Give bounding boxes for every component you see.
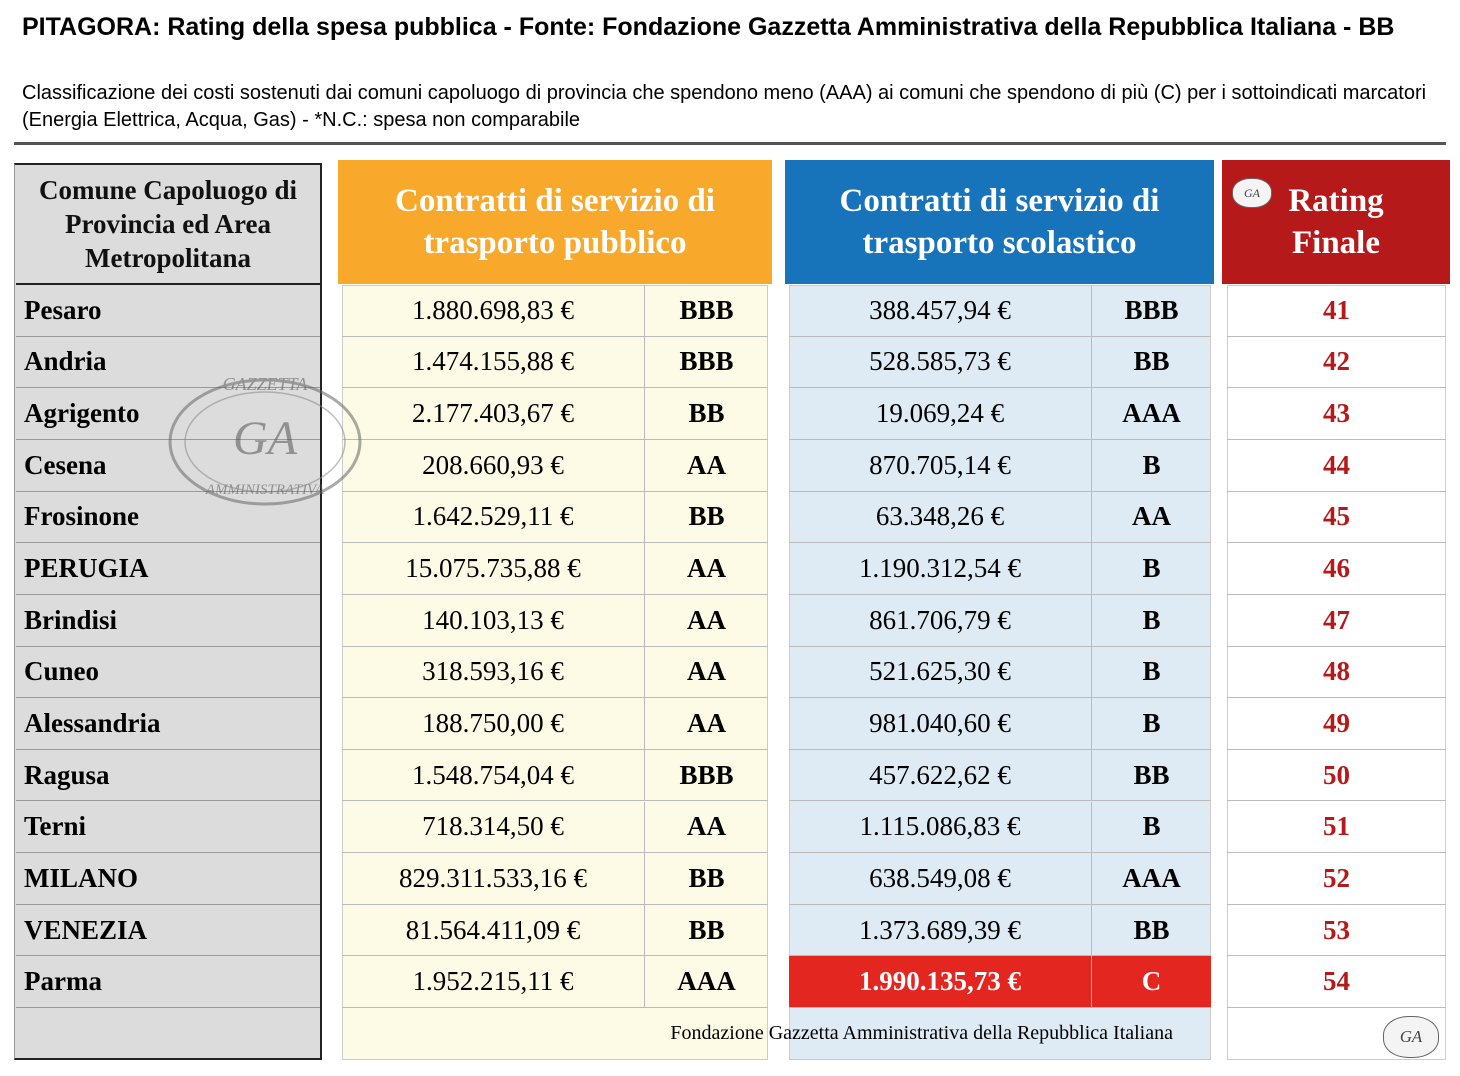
school-rating: BB <box>1092 905 1211 957</box>
school-rating: C <box>1092 956 1211 1009</box>
city: Parma <box>16 956 320 1009</box>
school-rating: BB <box>1092 337 1211 389</box>
public-amount: 81.564.411,09 € <box>342 904 645 957</box>
final-rating: 51 <box>1227 802 1446 854</box>
public-rating: BBB <box>645 285 768 337</box>
public-amount: 1.880.698,83 € <box>342 285 645 337</box>
school-amount: 981.040,60 € <box>789 698 1092 750</box>
public-amount: 318.593,16 € <box>342 646 645 699</box>
school-amount: 388.457,94 € <box>789 285 1092 337</box>
public-amount: 15.075.735,88 € <box>342 543 645 595</box>
school-rating: B <box>1092 440 1211 492</box>
school-amount: 19.069,24 € <box>789 388 1092 440</box>
header-city: Comune Capoluogo di Provincia ed Area Me… <box>16 165 320 285</box>
public-amount: 829.311.533,16 € <box>342 853 645 905</box>
public-rating: BB <box>645 388 768 440</box>
public-amount: 1.474.155,88 € <box>342 336 645 389</box>
public-column <box>342 285 768 1060</box>
public-rating: AAA <box>645 956 768 1009</box>
public-rating: BB <box>645 492 768 544</box>
public-rating: BBB <box>645 750 768 802</box>
school-amount: 457.622,62 € <box>789 749 1092 802</box>
school-amount: 1.115.086,83 € <box>789 801 1092 854</box>
school-amount: 528.585,73 € <box>789 336 1092 389</box>
school-rating: B <box>1092 595 1211 647</box>
school-rating: B <box>1092 698 1211 750</box>
public-amount: 1.642.529,11 € <box>342 491 645 544</box>
city: Ragusa <box>16 750 320 802</box>
final-rating: 50 <box>1227 750 1446 802</box>
header-public: Contratti di servizio di trasporto pubbl… <box>338 160 772 284</box>
public-amount: 1.548.754,04 € <box>342 749 645 802</box>
footer: Fondazione Gazzetta Amministrativa della… <box>670 1022 1173 1045</box>
school-amount: 1.990.135,73 € <box>789 956 1092 1009</box>
public-rating: BB <box>645 905 768 957</box>
city: Agrigento <box>16 388 320 440</box>
public-rating: AA <box>645 440 768 492</box>
school-rating: AAA <box>1092 388 1211 440</box>
final-column <box>1227 285 1446 1060</box>
school-amount: 1.373.689,39 € <box>789 904 1092 957</box>
school-rating: BB <box>1092 750 1211 802</box>
city: Andria <box>16 337 320 389</box>
public-rating: AA <box>645 647 768 699</box>
final-rating: 49 <box>1227 698 1446 750</box>
public-rating: AA <box>645 698 768 750</box>
school-amount: 870.705,14 € <box>789 439 1092 492</box>
header-logo: GA <box>1232 178 1272 208</box>
final-rating: 48 <box>1227 647 1446 699</box>
school-amount: 1.190.312,54 € <box>789 543 1092 595</box>
public-rating: AA <box>645 595 768 647</box>
school-column <box>789 285 1211 1060</box>
title: PITAGORA: Rating della spesa pubblica - … <box>22 13 1395 41</box>
city: Alessandria <box>16 698 320 750</box>
city: Cuneo <box>16 647 320 699</box>
public-rating: BBB <box>645 337 768 389</box>
public-amount: 188.750,00 € <box>342 698 645 750</box>
school-rating: B <box>1092 802 1211 854</box>
final-rating: 47 <box>1227 595 1446 647</box>
school-rating: B <box>1092 647 1211 699</box>
school-rating: B <box>1092 543 1211 595</box>
public-amount: 2.177.403,67 € <box>342 388 645 440</box>
final-rating: 46 <box>1227 543 1446 595</box>
final-rating: 53 <box>1227 905 1446 957</box>
school-amount: 861.706,79 € <box>789 594 1092 647</box>
city: Terni <box>16 802 320 854</box>
public-rating: AA <box>645 802 768 854</box>
city: Pesaro <box>16 285 320 337</box>
final-rating: 42 <box>1227 337 1446 389</box>
public-amount: 1.952.215,11 € <box>342 956 645 1009</box>
school-amount: 521.625,30 € <box>789 646 1092 699</box>
school-rating: BBB <box>1092 285 1211 337</box>
city: Cesena <box>16 440 320 492</box>
public-rating: AA <box>645 543 768 595</box>
rule <box>14 142 1446 145</box>
city: Frosinone <box>16 492 320 544</box>
footer-logo: GA <box>1383 1016 1439 1059</box>
school-rating: AAA <box>1092 853 1211 905</box>
city: MILANO <box>16 853 320 905</box>
school-rating: AA <box>1092 492 1211 544</box>
public-amount: 208.660,93 € <box>342 439 645 492</box>
school-amount: 63.348,26 € <box>789 491 1092 544</box>
final-rating: 44 <box>1227 440 1446 492</box>
city: PERUGIA <box>16 543 320 595</box>
final-rating: 41 <box>1227 285 1446 337</box>
final-rating: 52 <box>1227 853 1446 905</box>
final-rating: 54 <box>1227 956 1446 1009</box>
final-rating: 45 <box>1227 492 1446 544</box>
city: VENEZIA <box>16 905 320 957</box>
header-school: Contratti di servizio di trasporto scola… <box>785 160 1214 284</box>
public-amount: 140.103,13 € <box>342 594 645 647</box>
subtitle: Classificazione dei costi sostenuti dai … <box>22 82 1427 131</box>
public-rating: BB <box>645 853 768 905</box>
city-column <box>14 163 322 1060</box>
school-amount: 638.549,08 € <box>789 853 1092 905</box>
public-amount: 718.314,50 € <box>342 801 645 854</box>
final-rating: 43 <box>1227 388 1446 440</box>
city: Brindisi <box>16 595 320 647</box>
